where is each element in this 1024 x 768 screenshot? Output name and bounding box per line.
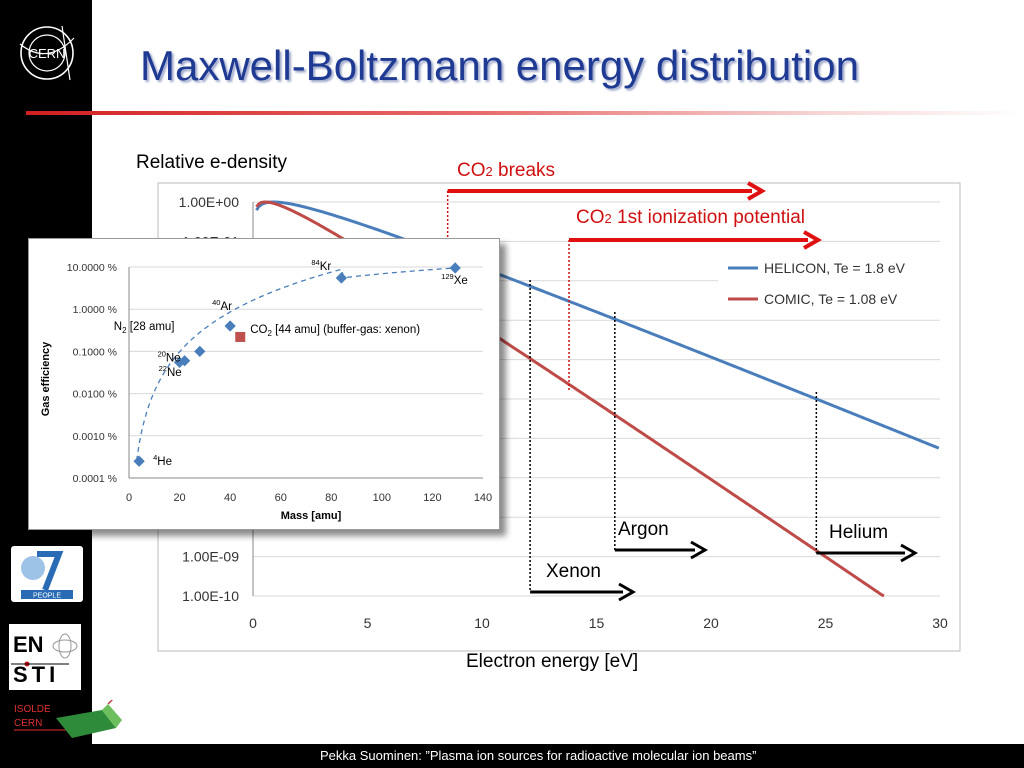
inset-y-axis-label: Gas efficiency — [40, 341, 52, 416]
legend-entry: COMIC, Te = 1.08 eV — [764, 291, 898, 307]
argon-label: Argon — [618, 519, 669, 540]
legend-entry: HELICON, Te = 1.8 eV — [764, 260, 906, 276]
inset-x-tick-label: 60 — [275, 492, 287, 504]
inset-y-tick-label: 0.0010 % — [73, 431, 117, 443]
footer-bar: Pekka Suominen: ”Plasma ion sources for … — [0, 744, 1024, 768]
inset-chart: 10.0000 % 1.0000 % 0.1000 % 0.0100 % 0.0010 … — [40, 258, 492, 522]
svg-text:STI: STI — [13, 662, 59, 687]
svg-text:PEOPLE: PEOPLE — [33, 593, 61, 600]
helicon-series-line — [255, 200, 940, 450]
en-sti-logo: EN STI — [9, 624, 81, 690]
inset-point-label: 4He — [153, 453, 172, 468]
inset-point-label: 129Xe — [441, 272, 468, 287]
cern-logo: CERN — [19, 25, 75, 81]
inset-x-tick-label: 80 — [325, 492, 337, 504]
inset-y-tick-label: 1.0000 % — [73, 304, 117, 316]
inset-x-tick-label: 40 — [224, 492, 236, 504]
fp7-people-logo: PEOPLE — [11, 546, 83, 602]
co2-breaks-label: CO2 breaks — [457, 160, 556, 181]
main-x-tick-label: 20 — [703, 615, 719, 631]
xenon-label: Xenon — [546, 561, 601, 582]
svg-text:ISOLDE: ISOLDE — [14, 704, 51, 715]
inset-point-label: 22Ne — [159, 364, 182, 379]
main-x-tick-label: 10 — [474, 615, 490, 631]
inset-point-label: 20Ne — [158, 349, 181, 364]
inset-y-tick-label: 10.0000 % — [67, 262, 117, 274]
legend-box — [718, 252, 940, 314]
inset-y-tick-label: 0.0100 % — [73, 389, 117, 401]
argon-arrow-head — [690, 540, 709, 560]
inset-x-tick-label: 20 — [173, 492, 185, 504]
inset-point-label: 40Ar — [212, 298, 232, 313]
main-x-tick-label: 15 — [589, 615, 605, 631]
svg-text:CERN: CERN — [14, 718, 42, 729]
inset-data-point — [194, 345, 206, 358]
main-x-tick-label: 25 — [818, 615, 834, 631]
main-x-tick-label: 0 — [249, 615, 257, 631]
slide-title: Maxwell-Boltzmann energy distribution — [140, 42, 859, 89]
y-axis-label: Relative e-density — [136, 152, 288, 173]
inset-data-point — [335, 272, 348, 284]
svg-text:EN: EN — [13, 632, 44, 657]
helium-label: Helium — [829, 522, 889, 543]
inset-x-tick-label: 120 — [423, 492, 441, 504]
main-x-tick-label: 30 — [932, 615, 948, 631]
inset-x-tick-label: 100 — [373, 492, 391, 504]
main-y-tick-label: 1.00E+00 — [179, 194, 240, 210]
main-y-tick-label: 1.00E-09 — [182, 549, 239, 565]
inset-co2-label: CO2 [44 amu] (buffer-gas: xenon) — [250, 324, 420, 338]
inset-x-tick-label: 140 — [474, 492, 492, 504]
inset-y-tick-label: 0.0001 % — [73, 473, 117, 485]
footer-text: Pekka Suominen: ”Plasma ion sources for … — [320, 748, 757, 763]
main-y-tick-label: 1.00E-10 — [182, 588, 239, 604]
inset-data-point — [224, 320, 236, 332]
co2-ionization-label: CO2 1st ionization potential — [576, 207, 806, 228]
main-x-tick-label: 5 — [364, 615, 372, 631]
svg-text:CERN: CERN — [29, 46, 66, 61]
inset-point-label: 84Kr — [311, 258, 331, 273]
helium-arrow-head — [900, 543, 919, 563]
inset-y-tick-label: 0.1000 % — [73, 346, 117, 358]
inset-co2-point — [235, 331, 246, 342]
x-axis-label: Electron energy [eV] — [466, 651, 639, 672]
co2-ionization-arrow-head — [803, 230, 823, 250]
inset-n2-label: N2 [28 amu] — [114, 321, 175, 335]
isolde-cern-logo: ISOLDE CERN — [12, 693, 122, 744]
co2-breaks-arrow-head — [747, 181, 767, 201]
title-underline — [26, 111, 1024, 115]
gas-efficiency-inset: 10.0000 % 1.0000 % 0.1000 % 0.0100 % 0.0010 … — [28, 238, 500, 530]
inset-x-tick-label: 0 — [126, 492, 132, 504]
xenon-arrow-head — [618, 582, 637, 602]
inset-x-axis-label: Mass [amu] — [281, 510, 342, 522]
inset-data-point — [133, 455, 145, 467]
